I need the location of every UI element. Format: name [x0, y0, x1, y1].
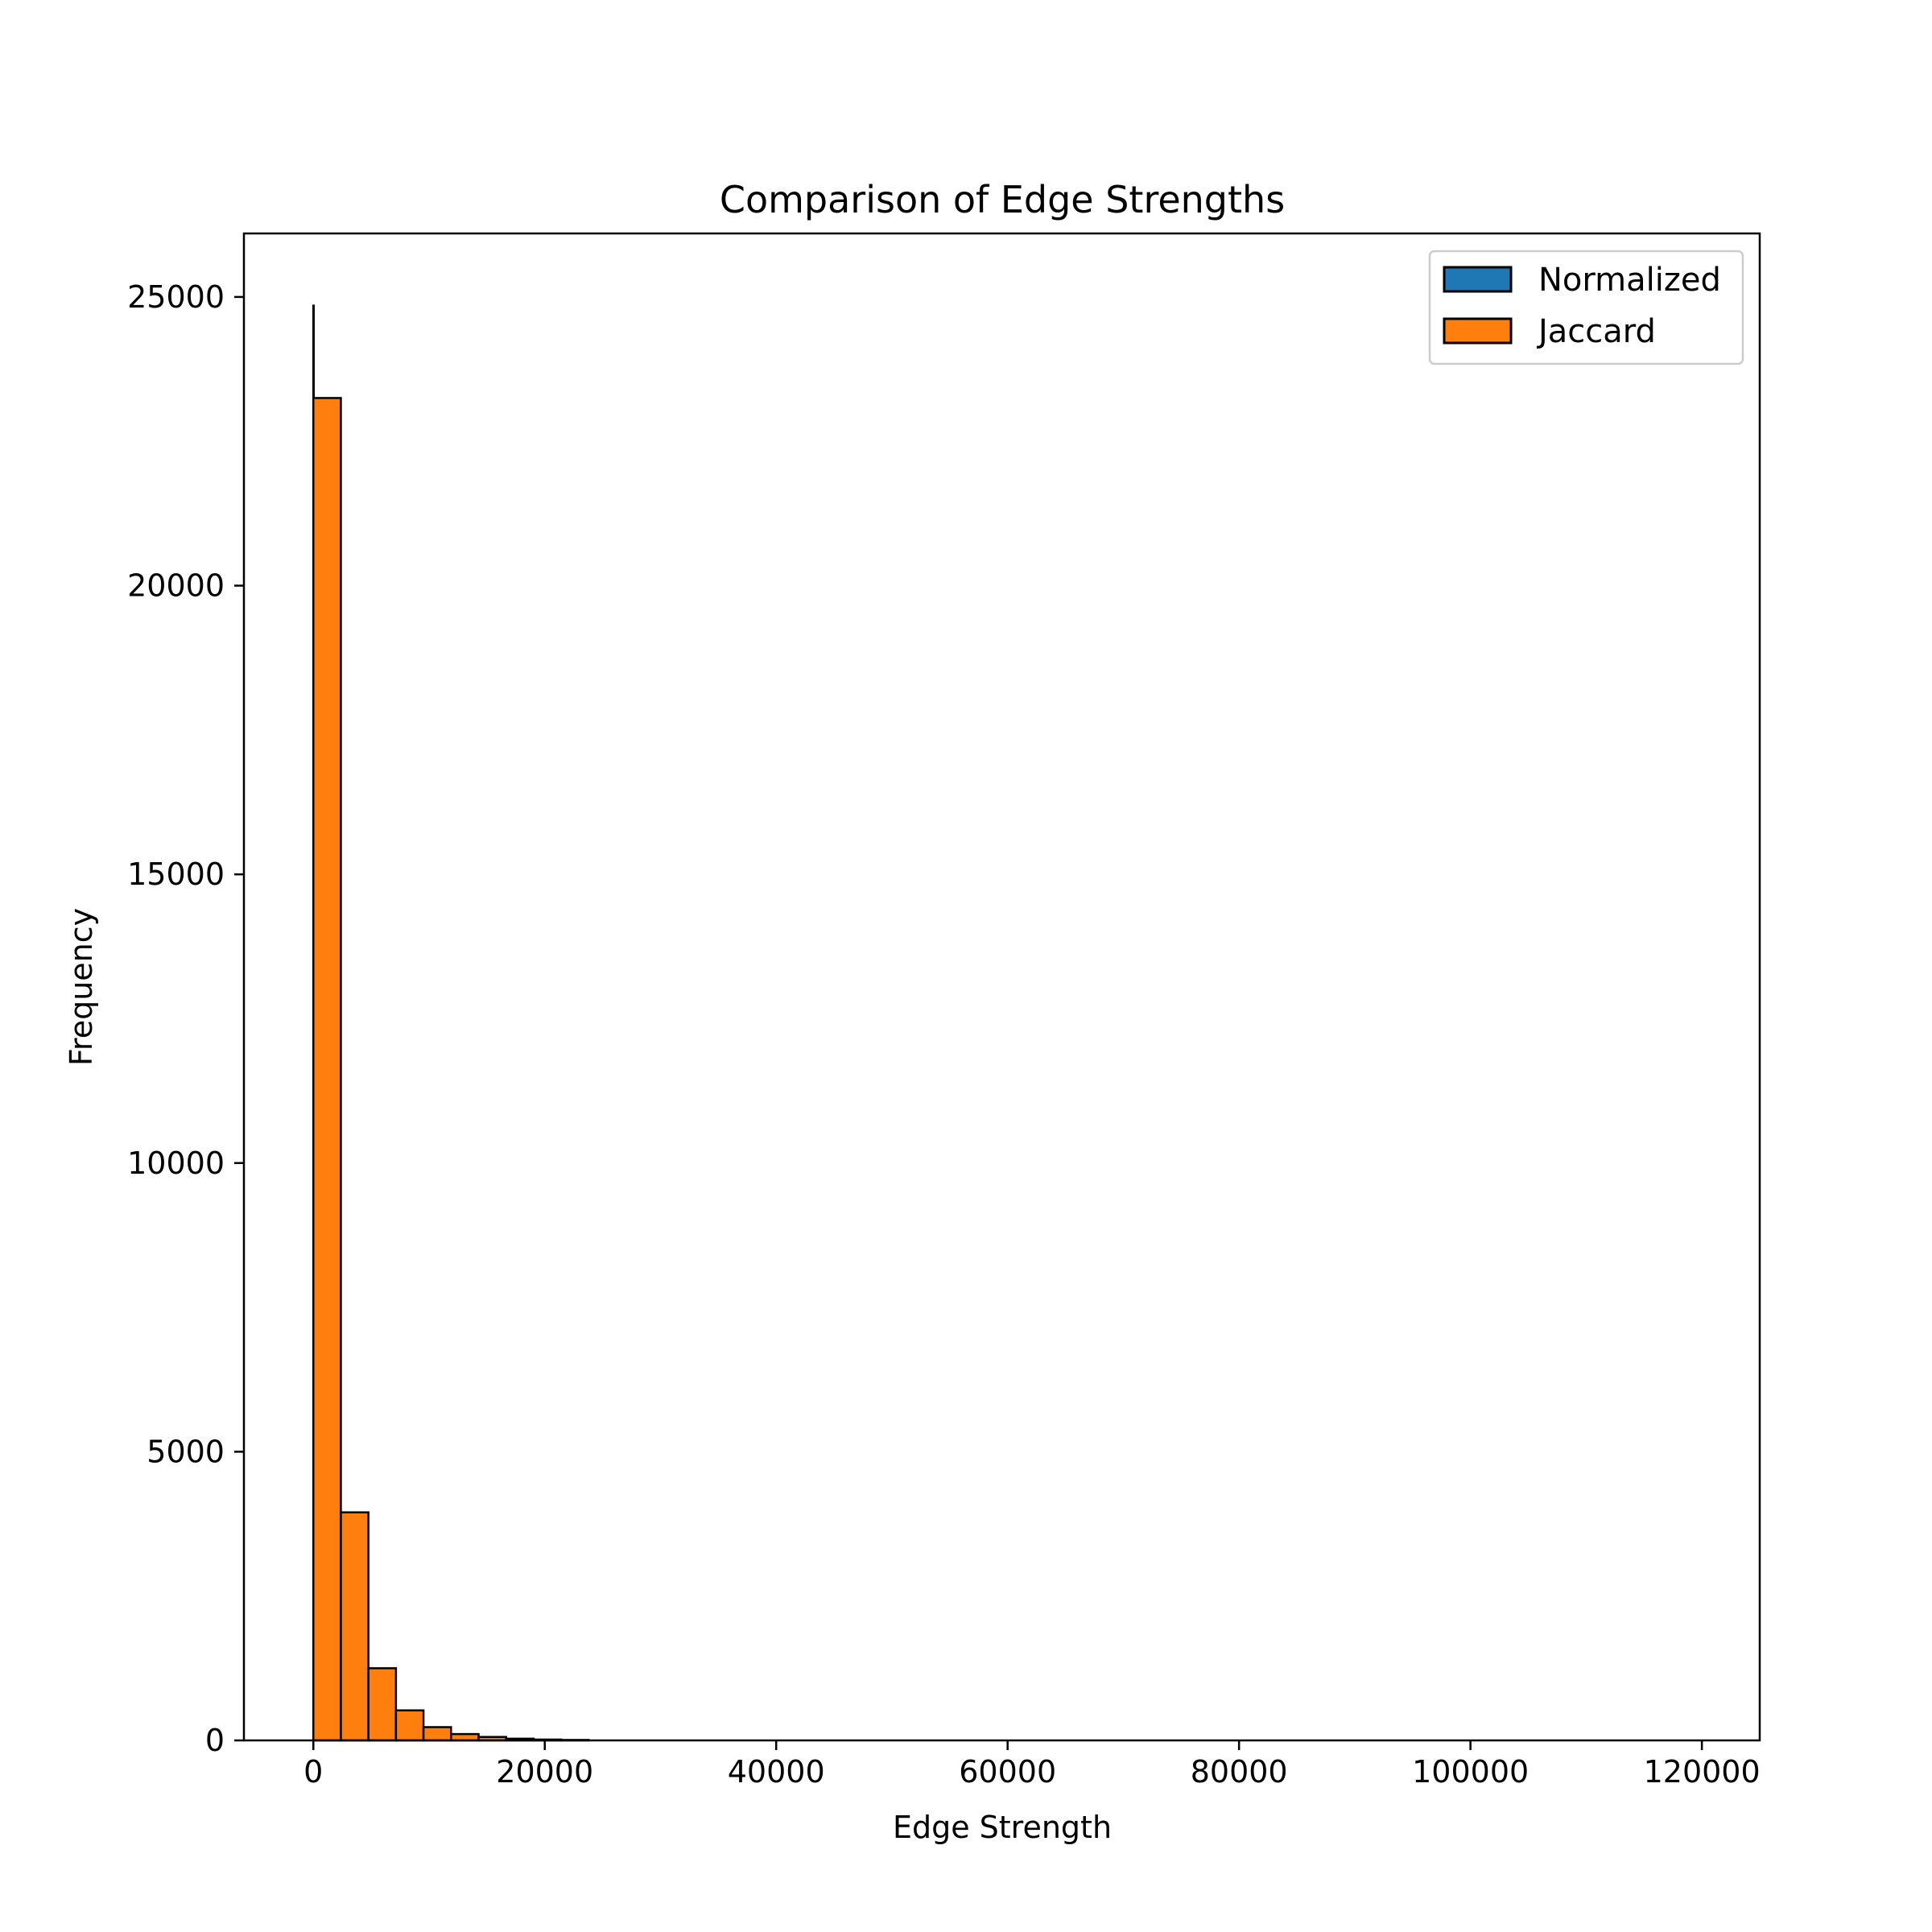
legend: Normalized Jaccard: [1428, 250, 1744, 365]
x-tick-label: 120000: [1644, 1754, 1761, 1790]
y-tick-label: 0: [205, 1723, 225, 1758]
x-tick-label: 60000: [959, 1754, 1056, 1790]
y-tick-label: 15000: [127, 857, 225, 892]
plot-area: [312, 304, 590, 1742]
x-tick-label: 20000: [496, 1754, 593, 1790]
x-tick-label: 100000: [1412, 1754, 1529, 1790]
x-axis-label: Edge Strength: [893, 1810, 1112, 1845]
x-axis: 0 20000 40000 60000 80000 100000 120000: [303, 1740, 1761, 1790]
y-tick-label: 25000: [127, 279, 225, 315]
chart-title: Comparison of Edge Strengths: [720, 178, 1285, 221]
series-jaccard: [312, 397, 590, 1742]
bar-jaccard-4: [422, 1726, 452, 1742]
legend-swatch-jaccard: [1443, 317, 1513, 345]
bar-jaccard-3: [394, 1709, 425, 1742]
y-tick-label: 20000: [127, 568, 225, 604]
y-tick-label: 5000: [147, 1434, 225, 1469]
x-tick-label: 0: [303, 1754, 323, 1790]
y-axis-label: Frequency: [64, 908, 99, 1066]
x-tick-label: 80000: [1191, 1754, 1288, 1790]
axes-frame: [242, 232, 1761, 1742]
legend-label-jaccard: Jaccard: [1536, 313, 1656, 350]
bar-jaccard-0: [312, 397, 342, 1742]
y-axis: 0 5000 10000 15000 20000 25000: [127, 279, 244, 1758]
legend-swatch-normalized: [1443, 266, 1513, 293]
y-tick-label: 10000: [127, 1146, 225, 1181]
x-tick-label: 40000: [728, 1754, 825, 1790]
bar-jaccard-2: [367, 1667, 398, 1742]
bar-jaccard-1: [340, 1511, 369, 1742]
legend-label-normalized: Normalized: [1538, 262, 1721, 299]
